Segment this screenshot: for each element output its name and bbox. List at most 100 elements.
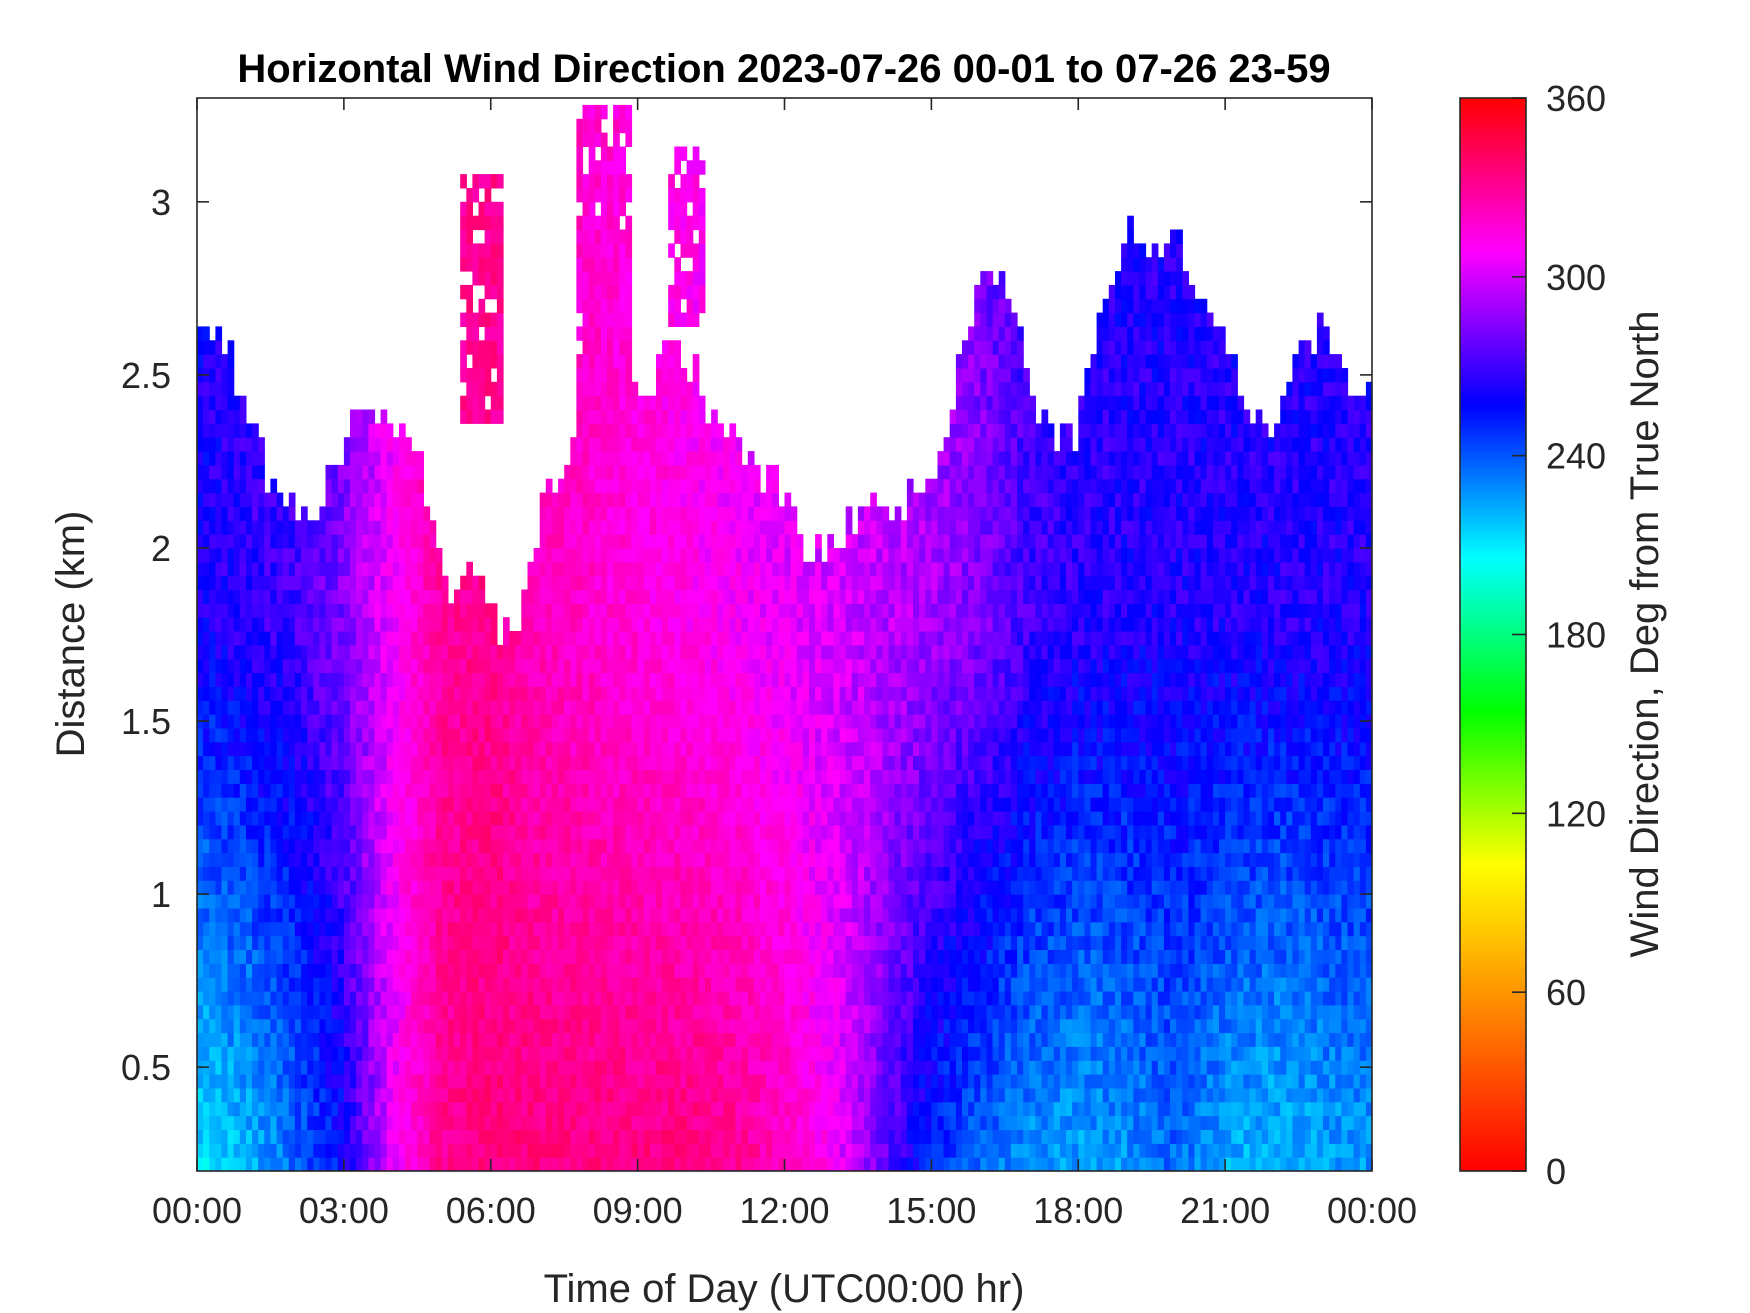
heatmap-cell [496,921,504,937]
heatmap-cell [503,866,510,881]
heatmap-cell [264,617,271,632]
heatmap-cell [447,824,455,840]
heatmap-cell [301,935,308,950]
heatmap-cell [551,866,559,881]
heatmap-cell [723,963,730,978]
heatmap-cell [429,1074,437,1089]
heatmap-cell [319,644,327,660]
heatmap-cell [356,755,363,770]
heatmap-cell [656,631,663,646]
heatmap-cell [680,686,688,701]
heatmap-cell [460,1074,467,1089]
heatmap-cell [711,492,718,507]
heatmap-cell [313,548,320,563]
heatmap-cell [558,603,565,618]
heatmap-cell [239,1074,247,1089]
heatmap-cell [741,755,749,770]
heatmap-cell [343,1101,351,1117]
heatmap-cell [423,686,431,701]
heatmap-cell [600,977,608,992]
heatmap-cell [680,1060,688,1075]
heatmap-cell [209,977,216,992]
heatmap-cell [331,783,339,798]
heatmap-cell [607,811,614,826]
heatmap-cell [545,991,553,1006]
heatmap-cell [215,672,223,687]
heatmap-cell [215,797,223,812]
heatmap-cell [680,589,688,604]
heatmap-cell [576,741,584,757]
heatmap-cell [325,797,333,812]
heatmap-cell [374,548,382,563]
heatmap-cell [423,921,431,937]
heatmap-cell [582,271,590,286]
heatmap-cell [496,880,504,895]
heatmap-cell [478,700,486,715]
heatmap-cell [294,700,302,715]
heatmap-cell [264,561,271,577]
heatmap-cell [447,1032,455,1047]
heatmap-cell [362,1129,369,1144]
heatmap-cell [717,783,724,798]
heatmap-cell [233,464,241,480]
heatmap-cell [264,1115,271,1130]
heatmap-cell [197,949,204,964]
heatmap-cell [392,755,400,770]
heatmap-cell [435,1101,443,1117]
heatmap-cell [264,548,271,563]
heatmap-cell [209,880,216,895]
heatmap-cell [490,354,498,369]
heatmap-cell [600,188,608,203]
heatmap-cell [723,644,730,660]
heatmap-cell [527,617,535,632]
heatmap-cell [380,631,388,646]
heatmap-cell [717,866,724,881]
heatmap-cell [527,977,535,992]
heatmap-cell [337,1032,345,1047]
heatmap-cell [582,354,590,369]
heatmap-cell [350,1101,357,1117]
heatmap-cell [203,506,210,521]
heatmap-cell [625,561,633,577]
heatmap-cell [423,769,431,784]
heatmap-cell [350,423,357,438]
heatmap-cell [288,561,296,577]
heatmap-cell [380,520,388,535]
heatmap-cell [368,700,376,715]
heatmap-cell [270,1115,278,1130]
heatmap-cell [594,700,602,715]
heatmap-cell [472,672,480,687]
heatmap-cell [692,852,700,867]
heatmap-cell [239,423,247,438]
heatmap-cell [466,907,473,923]
heatmap-cell [343,700,351,715]
heatmap-cell [735,1018,743,1034]
heatmap-cell [288,1018,296,1034]
heatmap-cell [564,1046,571,1061]
heatmap-cell [368,437,376,452]
heatmap-cell [582,1129,590,1144]
heatmap-cell [252,700,259,715]
heatmap-cell [662,520,669,535]
heatmap-cell [729,714,737,729]
heatmap-cell [239,1101,247,1117]
heatmap-cell [631,686,639,701]
heatmap-cell [441,866,449,881]
heatmap-cell [600,174,608,189]
heatmap-cell [545,811,553,826]
heatmap-cell [337,991,345,1006]
heatmap-cell [331,548,339,563]
heatmap-cell [466,368,473,383]
heatmap-cell [215,866,223,881]
heatmap-cell [668,1060,675,1075]
heatmap-cell [380,1032,388,1047]
heatmap-cell [735,1087,743,1103]
heatmap-cell [680,797,688,812]
heatmap-cell [313,1018,320,1034]
heatmap-cell [698,1101,706,1117]
heatmap-cell [386,700,394,715]
heatmap-cell [246,1087,253,1103]
heatmap-cell [662,395,669,411]
heatmap-cell [588,1018,596,1034]
heatmap-cell [368,880,376,895]
